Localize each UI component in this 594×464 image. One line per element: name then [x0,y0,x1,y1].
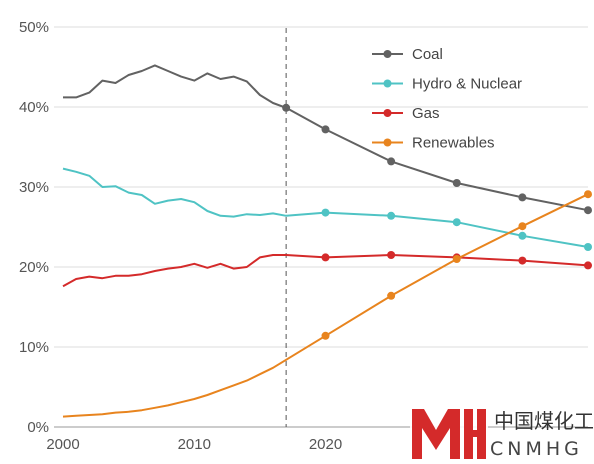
y-tick-label: 10% [19,339,49,356]
series-renewables [62,190,592,418]
series-coal [63,64,592,215]
watermark: 中国煤化工 CNMHG [410,407,594,460]
series-lines [62,64,592,418]
legend-swatch-marker [383,109,392,117]
data-point [452,179,461,187]
data-point [452,218,461,227]
series-line [62,193,589,418]
legend: Coal Hydro & Nuclear Gas Renewables [372,46,522,152]
data-point [518,193,527,202]
y-tick-label: 50% [19,19,49,36]
data-point [518,231,527,240]
y-tick-label: 20% [19,259,49,276]
series-line [62,254,589,288]
x-tick-label: 2020 [309,436,342,453]
data-point [387,291,396,300]
data-point [387,157,396,166]
gridlines [54,26,588,428]
y-tick-label: 40% [19,99,49,116]
legend-swatch-marker [383,138,392,147]
data-point [518,222,527,231]
data-point [584,190,592,199]
legend-swatch-marker [383,50,392,58]
data-point [387,211,396,220]
watermark-chinese-text: 中国煤化工 [494,409,594,433]
legend-label: Hydro & Nuclear [412,76,522,93]
data-point [387,251,396,259]
series-hydro-nuclear [62,167,592,251]
data-point [321,125,330,134]
x-tick-label: 2010 [178,436,211,453]
data-point [518,256,527,265]
data-point [321,208,330,217]
legend-label: Renewables [412,135,495,152]
watermark-logo-icon [410,407,488,459]
data-point [321,253,330,262]
data-point [584,243,592,251]
legend-label: Gas [412,105,440,122]
y-tick-labels: 0% 10% 20% 30% 40% 50% [19,19,49,436]
data-point [584,206,592,215]
data-point [282,103,291,112]
series-gas [62,251,592,288]
legend-label: Coal [412,46,443,63]
watermark-m-shape [412,409,460,459]
x-tick-label: 2000 [46,436,79,453]
data-point [321,331,330,340]
watermark-english-text: CNMHG [490,438,583,460]
data-point [452,255,461,263]
legend-swatch-marker [383,79,392,88]
watermark-h-bar [464,430,486,437]
series-line [63,64,589,212]
y-tick-label: 0% [27,419,49,436]
data-point [584,261,592,270]
y-tick-label: 30% [19,179,49,196]
series-line [62,167,589,248]
x-tick-labels: 2000 2010 2020 [46,436,342,453]
